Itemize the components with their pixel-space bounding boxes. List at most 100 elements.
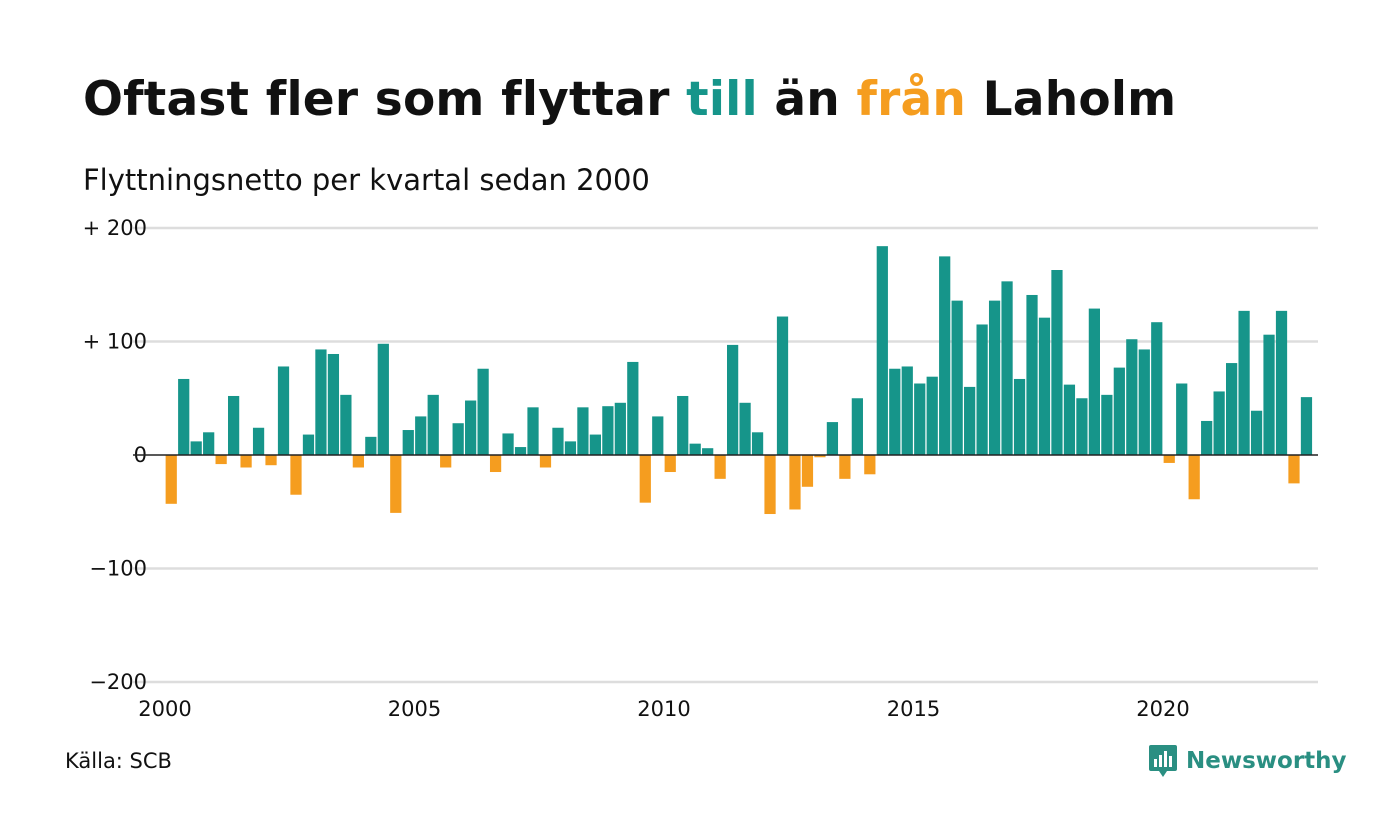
title-part-1: Oftast fler som flyttar [83, 72, 687, 127]
source-note: Källa: SCB [65, 749, 172, 773]
bar [265, 455, 277, 466]
bar [1063, 384, 1076, 455]
x-tick-label: 2015 [887, 697, 940, 721]
x-tick-label: 2005 [388, 697, 441, 721]
bar [1213, 391, 1225, 455]
logo-text: Newsworthy [1186, 748, 1347, 774]
bar [1051, 270, 1063, 455]
bar [377, 343, 389, 455]
bar [252, 427, 265, 455]
bar [203, 432, 215, 455]
bar [1101, 394, 1113, 455]
bar [1113, 367, 1125, 455]
bar [1263, 334, 1275, 455]
bar [1013, 378, 1026, 455]
bar [988, 300, 1001, 455]
bar [814, 455, 826, 458]
bar [427, 394, 439, 455]
bar [1026, 294, 1038, 455]
bar [1163, 455, 1175, 463]
bar [402, 430, 414, 455]
bar [926, 376, 938, 455]
bar [1151, 322, 1163, 455]
bar [452, 423, 464, 455]
bar [178, 378, 190, 455]
bar [677, 395, 689, 455]
bar [502, 433, 514, 455]
bar [215, 455, 227, 465]
bar [1126, 339, 1138, 455]
bar [864, 455, 876, 475]
bar [1088, 308, 1100, 455]
bar [727, 344, 739, 455]
bar [1275, 310, 1288, 455]
bar [1076, 398, 1088, 455]
bar [577, 407, 589, 455]
bar [776, 316, 789, 455]
bar [876, 246, 888, 455]
bar [327, 353, 340, 455]
bar-chart-icon [1149, 745, 1177, 777]
bar [951, 300, 963, 455]
bar [315, 349, 327, 455]
bar [664, 455, 676, 473]
bar [1001, 281, 1013, 455]
bar [1226, 363, 1238, 455]
bar [589, 434, 601, 455]
y-tick-label: + 200 [83, 216, 147, 240]
bar [839, 455, 851, 479]
bar [1300, 397, 1313, 455]
bar [764, 455, 776, 515]
bar [240, 455, 252, 468]
bar [1201, 420, 1213, 455]
bar [689, 443, 701, 455]
bar [702, 448, 714, 455]
bar [477, 368, 489, 455]
title-positive-word: till [686, 72, 758, 127]
bar [365, 436, 377, 455]
bar [652, 416, 664, 455]
x-tick-label: 2010 [637, 697, 690, 721]
bar [939, 256, 951, 456]
x-tick-label: 2020 [1136, 697, 1189, 721]
bar [1138, 349, 1150, 455]
bar [552, 427, 564, 455]
bar [627, 361, 639, 455]
bar [889, 368, 901, 455]
bar [290, 455, 302, 495]
bar [489, 455, 502, 473]
bar [602, 406, 614, 455]
bar [1188, 455, 1200, 500]
title-part-3: Laholm [966, 72, 1177, 127]
bars [165, 246, 1313, 515]
bar [190, 441, 202, 455]
newsworthy-logo: Newsworthy [1148, 744, 1347, 778]
bar [1288, 455, 1300, 484]
y-tick-label: −100 [89, 557, 147, 581]
bar [527, 407, 539, 455]
bar [714, 455, 726, 479]
grid-lines [133, 226, 1318, 684]
title-part-2: än [757, 72, 857, 127]
bar [340, 394, 352, 455]
bar [614, 402, 626, 455]
bar [789, 455, 801, 510]
bar [826, 422, 839, 455]
bar [165, 455, 177, 504]
y-tick-label: −200 [89, 670, 147, 694]
y-tick-label: + 100 [83, 330, 147, 354]
bar [851, 398, 863, 455]
title-negative-word: från [856, 72, 967, 127]
bar [976, 324, 988, 455]
bar [751, 432, 764, 455]
bar [639, 455, 651, 503]
bar [440, 455, 452, 468]
bar [901, 366, 913, 455]
bar [352, 455, 364, 468]
bar [228, 395, 240, 455]
bar [1038, 317, 1051, 455]
x-tick-label: 2000 [138, 697, 191, 721]
bar [277, 366, 290, 455]
x-axis-tick-labels: 2000 2005 2010 2015 2020 [138, 697, 1189, 721]
